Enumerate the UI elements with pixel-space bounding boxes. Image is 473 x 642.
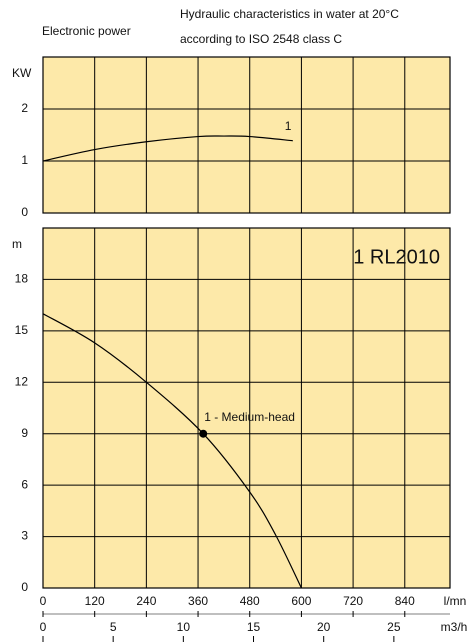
x-tick-label: 720	[343, 594, 363, 608]
header-right: Hydraulic characteristics in water at 20…	[180, 7, 399, 21]
x2-tick-label: 20	[317, 620, 331, 634]
plot-area	[42, 56, 451, 214]
x-tick-label: 600	[291, 594, 311, 608]
marker	[199, 429, 208, 438]
x2-tick-label: 25	[387, 620, 401, 634]
plot-area	[42, 227, 451, 589]
y-tick-label: 3	[21, 529, 28, 543]
y-axis-label: KW	[12, 66, 32, 80]
series-label: 1	[285, 119, 292, 133]
x2-tick-label: 15	[247, 620, 261, 634]
x2-tick-label: 5	[110, 620, 117, 634]
x2-axis-label: m3/h	[441, 620, 468, 634]
line	[42, 135, 293, 162]
x-axis-label: l/mn	[444, 594, 467, 608]
x-tick-label: 120	[85, 594, 105, 608]
y-tick-label: 6	[21, 477, 28, 491]
y-tick-label: 2	[21, 101, 28, 115]
x-tick-label: 480	[240, 594, 260, 608]
x2-tick-label: 0	[40, 620, 47, 634]
x2-tick-label: 10	[177, 620, 191, 634]
y-tick-label: 15	[15, 323, 29, 337]
y-tick-label: 18	[15, 272, 29, 286]
y-tick-label: 1	[21, 153, 28, 167]
y-axis-label: m	[12, 237, 22, 251]
y-tick-label: 0	[21, 580, 28, 594]
y-tick-label: 9	[21, 426, 28, 440]
chart-title: 1 RL2010	[353, 246, 440, 268]
x-tick-label: 240	[136, 594, 156, 608]
y-tick-label: 0	[21, 205, 28, 219]
y-tick-label: 12	[15, 374, 29, 388]
x-tick-label: 0	[40, 594, 47, 608]
header-right: according to ISO 2548 class C	[180, 32, 342, 46]
annotation: 1 - Medium-head	[204, 410, 295, 424]
x-tick-label: 360	[188, 594, 208, 608]
x-tick-label: 840	[395, 594, 415, 608]
header-left: Electronic power	[42, 24, 131, 38]
